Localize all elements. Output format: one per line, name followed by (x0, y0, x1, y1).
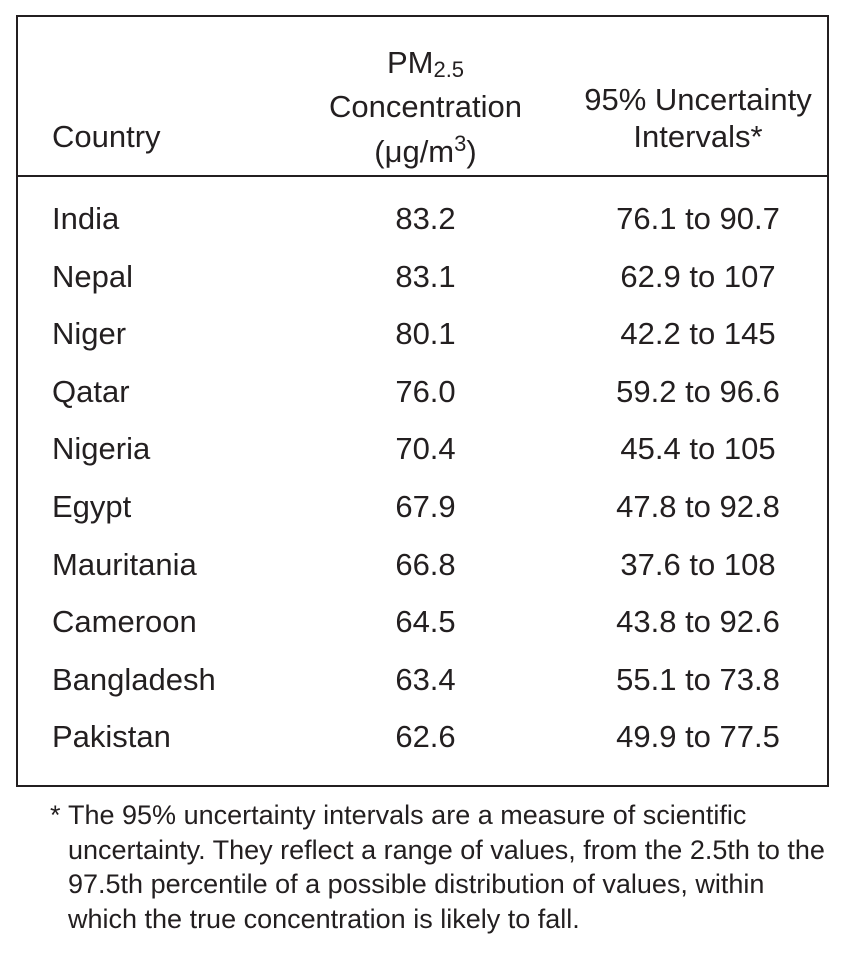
table-row: India 83.2 76.1 to 90.7 (18, 199, 827, 239)
table-row: Cameroon 64.5 43.8 to 92.6 (18, 602, 827, 642)
cell-country: Nepal (52, 258, 133, 294)
table-row: Mauritania 66.8 37.6 to 108 (18, 545, 827, 585)
cell-country: India (52, 201, 120, 236)
cell-country: Niger (52, 316, 127, 352)
header-pm25-concentration: PM2.5 Concentration (μg/m3) (298, 44, 553, 170)
table-row: Bangladesh 63.4 55.1 to 73.8 (18, 660, 827, 700)
cell-interval: 76.1 to 90.7 (616, 201, 780, 236)
cell-country: Pakistan (52, 719, 171, 755)
table-row: Nigeria 70.4 45.4 to 105 (18, 429, 827, 469)
header-ui-line2: Intervals* (633, 119, 763, 154)
cell-interval: 55.1 to 73.8 (616, 661, 780, 697)
header-pm-subscript: 2.5 (433, 57, 465, 82)
cell-interval: 45.4 to 105 (620, 431, 776, 467)
cell-pm25: 76.0 (395, 373, 456, 409)
table-row: Nepal 83.1 62.9 to 107 (18, 257, 827, 297)
cell-interval: 42.2 to 145 (620, 316, 776, 352)
cell-interval: 43.8 to 92.6 (616, 604, 780, 640)
table-row: Qatar 76.0 59.2 to 96.6 (18, 372, 827, 412)
header-ui-line1: 95% Uncertainty (584, 82, 812, 117)
table-row: Niger 80.1 42.2 to 145 (18, 314, 827, 354)
cell-interval: 49.9 to 77.5 (616, 719, 780, 755)
header-pm-unit-exponent: 3 (454, 131, 467, 156)
header-divider (18, 175, 827, 177)
cell-pm25: 70.4 (395, 431, 456, 467)
header-pm-unit: (μg/m (374, 134, 455, 169)
cell-country: Qatar (52, 373, 130, 409)
cell-country: Nigeria (52, 431, 151, 467)
pm25-table: Country PM2.5 Concentration (μg/m3) 95% … (16, 15, 829, 787)
cell-pm25: 83.2 (395, 201, 456, 236)
footnote-marker: * (50, 800, 61, 830)
footnote: * The 95% uncertainty intervals are a me… (50, 798, 840, 936)
header-country: Country (52, 119, 161, 154)
header-pm-unit-close: ) (466, 134, 477, 169)
cell-pm25: 62.6 (395, 719, 456, 755)
footnote-text: The 95% uncertainty intervals are a meas… (68, 800, 825, 934)
table-row: Egypt 67.9 47.8 to 92.8 (18, 487, 827, 527)
cell-pm25: 66.8 (395, 546, 456, 582)
cell-interval: 47.8 to 92.8 (616, 489, 780, 524)
header-uncertainty-intervals: 95% Uncertainty Intervals* (563, 81, 833, 155)
cell-pm25: 63.4 (395, 661, 456, 697)
header-pm-prefix: PM (386, 45, 434, 80)
cell-pm25: 80.1 (395, 316, 456, 352)
cell-interval: 59.2 to 96.6 (616, 373, 780, 409)
cell-country: Cameroon (52, 604, 197, 640)
table-row: Pakistan 62.6 49.9 to 77.5 (18, 717, 827, 757)
cell-pm25: 64.5 (395, 604, 456, 640)
cell-country: Mauritania (52, 546, 197, 582)
cell-country: Bangladesh (52, 661, 216, 697)
cell-country: Egypt (52, 489, 132, 524)
header-pm-concentration: Concentration (328, 89, 522, 124)
cell-interval: 62.9 to 107 (620, 258, 776, 294)
cell-pm25: 67.9 (395, 489, 456, 524)
cell-pm25: 83.1 (395, 258, 456, 294)
cell-interval: 37.6 to 108 (620, 546, 776, 582)
